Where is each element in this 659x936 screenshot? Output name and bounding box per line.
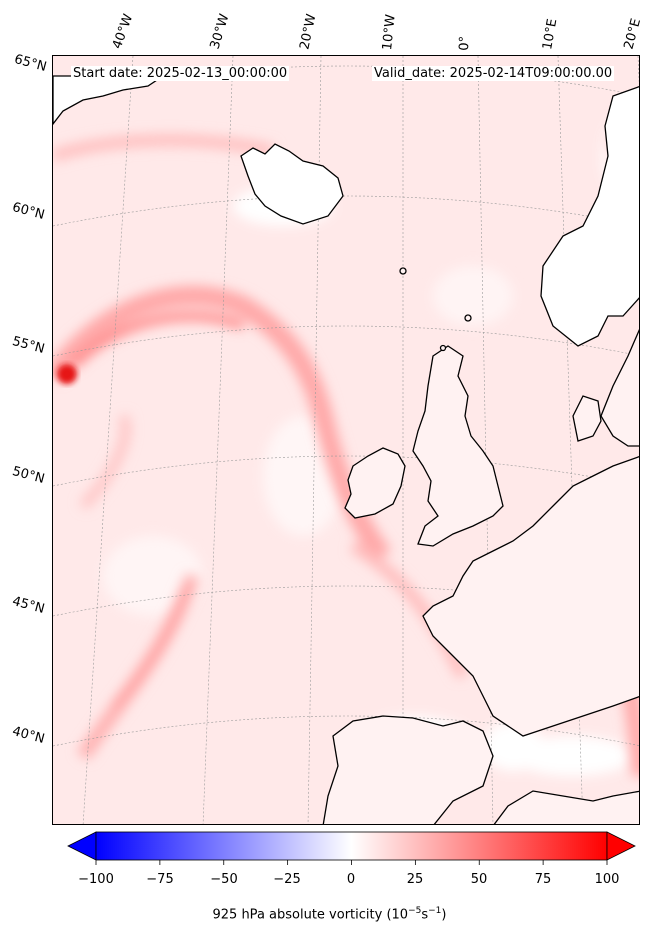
iberia-coast [322, 715, 494, 824]
lat-label-45n: 45°N [10, 594, 47, 617]
ireland-coast [344, 447, 406, 519]
europe-coast [422, 456, 639, 737]
colorbar-tick: −75 [146, 872, 174, 887]
lon-label-20e: 20°E [621, 16, 645, 51]
colorbar [67, 831, 636, 865]
colorbar-label: 925 hPa absolute vorticity (10−5s−1) [212, 906, 447, 923]
valid-date-label: Valid_date: 2025-02-14T09:00:00.00 [372, 66, 615, 81]
lon-label-10e: 10°E [540, 17, 561, 52]
vorticity-maximum [57, 364, 77, 384]
colorbar-high-arrow [606, 831, 636, 861]
map-panel [52, 55, 640, 825]
colorbar-tick: −25 [273, 872, 301, 887]
coastlines [53, 75, 639, 824]
lon-label-0: 0° [457, 35, 473, 51]
start-date-label: Start date: 2025-02-13_00:00:00 [71, 66, 290, 81]
colorbar-tick: 25 [406, 872, 424, 887]
iceland-coast [240, 143, 344, 225]
vorticity-map [53, 56, 639, 824]
lon-label-10w: 10°W [380, 13, 399, 52]
lat-label-60n: 60°N [10, 200, 47, 223]
lat-label-40n: 40°N [10, 724, 47, 747]
colorbar-low-arrow [67, 831, 97, 861]
lon-label-30w: 30°W [207, 12, 233, 51]
colorbar-tick: 0 [346, 872, 356, 887]
colorbar-tick-marks [95, 860, 608, 865]
colorbar-tick: 75 [534, 872, 552, 887]
colorbar-tick: 100 [594, 872, 620, 887]
colorbar-tick: −50 [210, 872, 238, 887]
great-britain-coast [412, 345, 504, 547]
colorbar-tick: 50 [470, 872, 488, 887]
lon-label-40w: 40°W [109, 12, 137, 51]
lat-label-65n: 65°N [12, 52, 49, 75]
north-africa-coast [493, 790, 639, 824]
lat-label-55n: 55°N [10, 334, 47, 357]
scandinavia-coast [540, 86, 639, 347]
sweden-coast [600, 328, 639, 447]
colorbar-gradient [95, 831, 608, 861]
lat-label-50n: 50°N [10, 464, 47, 487]
denmark-coast [572, 395, 602, 442]
colorbar-tick: −100 [78, 872, 114, 887]
lon-label-20w: 20°W [297, 12, 320, 51]
